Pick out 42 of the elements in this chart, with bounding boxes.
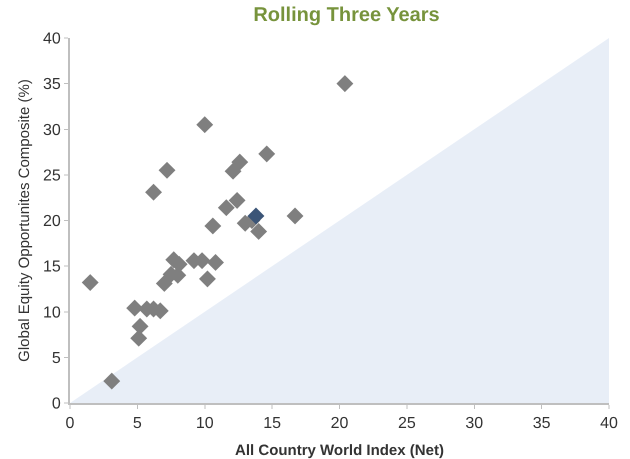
point	[228, 192, 246, 209]
y-tick-label: 5	[52, 350, 61, 367]
point	[218, 199, 235, 216]
point	[130, 330, 148, 347]
y-tick-label: 0	[52, 396, 61, 413]
x-tick-label: 0	[66, 415, 75, 432]
point	[258, 145, 276, 162]
point	[207, 254, 224, 271]
y-tick-label: 20	[43, 213, 61, 230]
point	[204, 218, 222, 234]
point	[196, 116, 214, 134]
y-tick-label: 30	[43, 122, 61, 139]
point	[82, 274, 99, 291]
point	[248, 207, 264, 224]
point	[158, 162, 176, 179]
point	[156, 275, 173, 292]
x-tick-label: 20	[330, 415, 348, 432]
x-tick-label: 5	[132, 415, 142, 432]
point	[126, 300, 144, 317]
point	[250, 223, 268, 240]
x-tick-label: 15	[263, 415, 282, 432]
y-tick-label: 40	[43, 30, 61, 48]
x-tick-label: 30	[465, 415, 484, 432]
x-tick-label: 40	[600, 415, 618, 432]
point	[199, 270, 216, 288]
point	[336, 75, 354, 92]
y-tick-label: 15	[43, 258, 61, 276]
point	[286, 207, 304, 224]
y-tick-label: 25	[43, 167, 61, 184]
point	[132, 318, 149, 335]
point	[231, 154, 248, 171]
chart-title: Rolling Three Years	[253, 4, 440, 26]
y-tick-label: 35	[43, 76, 61, 94]
y-axis-title: Global Equity Opportunites Composite (%)	[16, 79, 33, 362]
x-tick-label: 25	[398, 415, 416, 432]
point	[145, 184, 162, 201]
x-tick-label: 10	[196, 415, 214, 432]
point	[224, 162, 242, 180]
x-tick-label: 35	[532, 415, 551, 432]
y-tick-label: 10	[43, 304, 61, 322]
point	[103, 372, 120, 390]
x-axis-title: All Country World Index (Net)	[235, 442, 444, 459]
